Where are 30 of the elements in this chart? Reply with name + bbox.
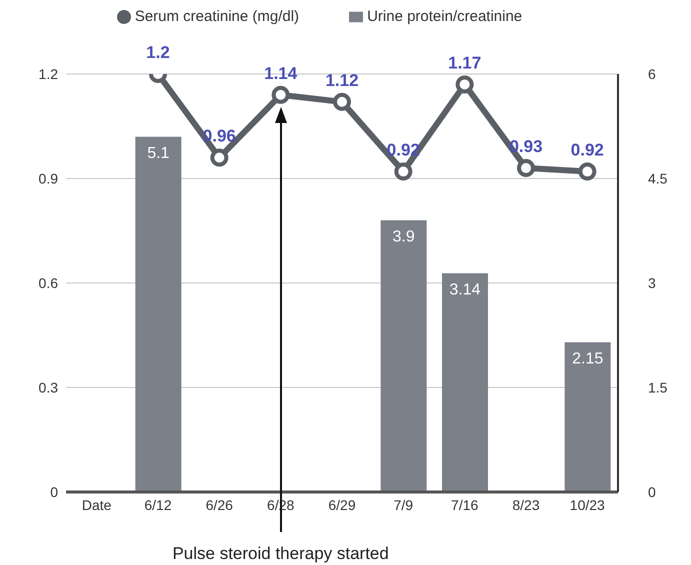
x-tick-label: 10/23 xyxy=(570,496,606,513)
legend-label: Urine protein/creatinine xyxy=(367,8,522,25)
data-label: 5.1 xyxy=(147,145,170,162)
legend-label: Serum creatinine (mg/dl) xyxy=(134,8,300,25)
data-label: 3.14 xyxy=(449,282,481,299)
x-tick-label: 7/16 xyxy=(451,496,479,513)
y-tick-label: 0.6 xyxy=(38,274,58,291)
y2-tick-label: 0 xyxy=(648,484,656,500)
y2-tick-label: 4.5 xyxy=(648,170,668,186)
y-tick-label: 0.3 xyxy=(38,379,58,396)
data-label: 1.2 xyxy=(146,43,170,62)
data-label: 0.92 xyxy=(570,140,604,160)
x-tick-label: 6/12 xyxy=(144,496,172,513)
annotation: Pulse steroid therapy started xyxy=(172,544,389,564)
data-label: 1.14 xyxy=(264,64,298,83)
y-tick-label: 0 xyxy=(50,484,58,500)
x-tick-label: Date xyxy=(82,496,112,513)
y-tick-label: 0.9 xyxy=(38,170,58,186)
data-label: 1.17 xyxy=(448,53,482,72)
data-label: 3.9 xyxy=(392,228,415,246)
x-tick-label: 8/23 xyxy=(512,496,540,513)
y-tick-label: 1.2 xyxy=(38,66,58,82)
y2-tick-label: 1.5 xyxy=(648,379,668,396)
data-label: 1.12 xyxy=(325,70,359,90)
x-tick-label: 7/9 xyxy=(394,496,414,513)
x-tick-label: 6/29 xyxy=(328,496,356,513)
data-label: 2.15 xyxy=(572,350,604,368)
y2-tick-label: 6 xyxy=(648,66,656,82)
x-tick-label: 6/26 xyxy=(206,496,234,513)
y2-tick-label: 3 xyxy=(648,274,656,291)
